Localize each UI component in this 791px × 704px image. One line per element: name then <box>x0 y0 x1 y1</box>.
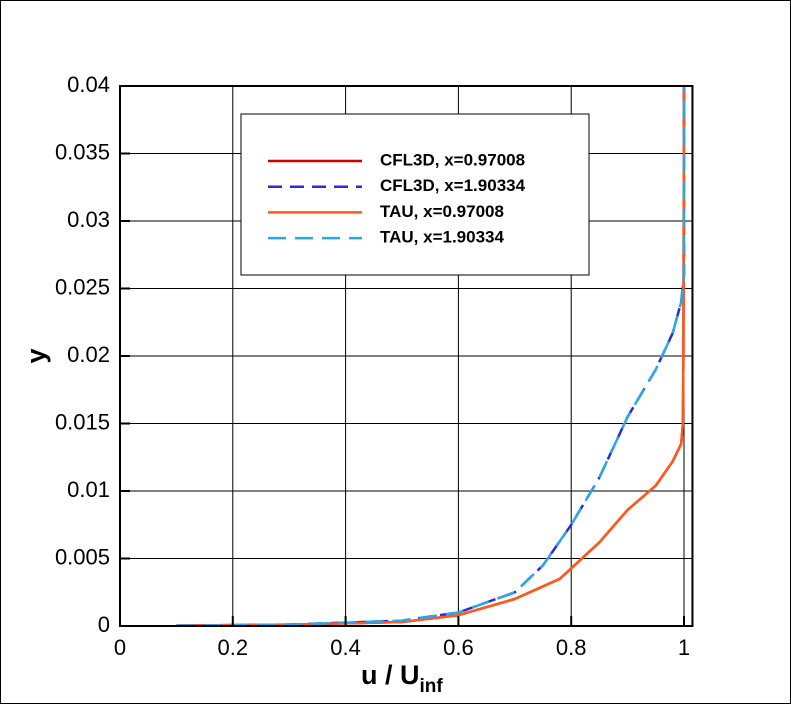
legend-box <box>240 113 590 276</box>
axes: 0 0.2 0.4 0.6 0.8 1 0 0.005 0.01 0.015 0.02 0.025 0.… <box>55 72 694 660</box>
x-tick-label: 0.2 <box>218 635 249 660</box>
y-tick-label: 0.02 <box>67 342 110 367</box>
x-tick-label: 0.6 <box>443 635 474 660</box>
x-axis-label-subscript: inf <box>420 676 444 697</box>
y-tick-label: 0.035 <box>55 139 110 164</box>
x-tick-label: 0.4 <box>330 635 361 660</box>
y-tick-label: 0.03 <box>67 207 110 232</box>
y-tick-label: 0.025 <box>55 274 110 299</box>
y-tick-label: 0.04 <box>67 72 110 97</box>
x-axis-label: u / Uinf <box>361 660 443 697</box>
legend-label: CFL3D, x=1.90334 <box>380 176 526 195</box>
series-line <box>176 85 686 627</box>
x-tick-label: 0 <box>114 635 126 660</box>
y-tick-label: 0.01 <box>67 477 110 502</box>
y-tick-label: 0 <box>98 612 110 637</box>
x-tick-label: 1 <box>678 635 690 660</box>
legend-label: TAU, x=0.97008 <box>380 202 504 221</box>
series-line <box>176 86 686 627</box>
y-tick-label: 0.015 <box>55 409 110 434</box>
x-tick-label: 0.8 <box>556 635 587 660</box>
y-axis-label: y <box>21 348 51 363</box>
legend-label: CFL3D, x=0.97008 <box>380 150 525 169</box>
plot-lines <box>176 85 686 627</box>
legend-label: TAU, x=1.90334 <box>380 228 505 247</box>
plot-border <box>119 85 694 627</box>
x-axis-label-main: u / U <box>361 660 420 690</box>
legend: CFL3D, x=0.97008 CFL3D, x=1.90334 TAU, x=0… <box>240 113 590 276</box>
y-tick-label: 0.005 <box>55 544 110 569</box>
